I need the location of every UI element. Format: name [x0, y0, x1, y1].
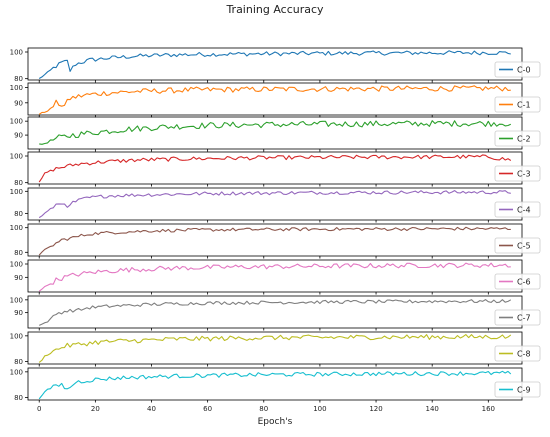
panel-frame	[27, 151, 523, 185]
x-tick-label: 60	[203, 405, 212, 413]
x-tick-label: 140	[425, 405, 438, 413]
y-tick-label: 80	[14, 210, 23, 218]
y-tick-label: 100	[10, 49, 23, 57]
y-tick-label: 100	[10, 296, 23, 304]
y-tick-label: 90	[14, 309, 23, 317]
series-line-c-6	[38, 262, 511, 292]
legend-label: C-3	[517, 170, 531, 179]
series-line-c-5	[38, 226, 511, 256]
y-tick-label: 90	[14, 99, 23, 107]
panel-frame	[27, 331, 523, 365]
y-tick-label: 90	[14, 132, 23, 140]
x-tick-label: 40	[147, 405, 156, 413]
y-tick-label: 80	[14, 179, 23, 187]
y-tick-label: 80	[14, 394, 23, 402]
y-tick-label: 100	[10, 261, 23, 269]
chart-title: Training Accuracy	[225, 3, 324, 16]
legend-box	[494, 345, 541, 362]
y-tick-label: 100	[10, 188, 23, 196]
y-tick-label: 80	[14, 75, 23, 83]
y-tick-label: 80	[14, 249, 23, 257]
legend-box	[494, 309, 541, 326]
panel-frame	[27, 47, 523, 81]
y-tick-label: 100	[10, 118, 23, 126]
x-tick-label: 120	[369, 405, 382, 413]
legend-box	[494, 130, 541, 147]
y-tick-label: 100	[10, 332, 23, 340]
x-tick-label: 100	[313, 405, 326, 413]
panel-c-5: 80 100 C-5	[10, 223, 541, 259]
series-line-c-7	[38, 299, 512, 326]
panel-c-2: 90 100 C-2	[10, 116, 541, 152]
legend-box	[494, 237, 541, 254]
legend-label: C-6	[517, 278, 531, 287]
x-tick-label: 160	[482, 405, 495, 413]
legend-label: C-0	[517, 66, 531, 75]
series-line-c-9	[38, 370, 512, 400]
panel-c-8: 80 100 C-8	[10, 331, 541, 367]
panel-c-4: 80 100 C-4	[10, 187, 541, 223]
panel-frame	[27, 295, 523, 329]
y-tick-label: 100	[10, 153, 23, 161]
y-tick-label: 90	[14, 274, 23, 282]
y-tick-label: 100	[10, 84, 23, 92]
x-axis-label: Epoch's	[258, 417, 293, 427]
legend-box	[494, 201, 541, 218]
legend-box	[494, 96, 541, 113]
series-line-c-2	[39, 120, 512, 145]
panel-frame	[27, 367, 523, 401]
x-tick-label: 0	[37, 405, 41, 413]
x-tick-label: 20	[91, 405, 100, 413]
legend-box	[494, 165, 541, 182]
panel-c-0: 80 100 C-0	[10, 47, 541, 83]
series-line-c-0	[38, 50, 511, 79]
series-line-c-4	[38, 190, 511, 219]
panel-c-6: 90 100 C-6	[10, 259, 541, 295]
legend-label: C-9	[517, 386, 531, 395]
panel-c-3: 80 100 C-3	[10, 151, 541, 187]
series-line-c-1	[38, 85, 511, 115]
panel-c-9: 80 100 C-9	[10, 367, 541, 403]
y-tick-label: 80	[14, 358, 23, 366]
panel-frame	[27, 116, 523, 150]
series-line-c-3	[38, 154, 512, 183]
legend-label: C-7	[517, 314, 531, 323]
legend-box	[494, 381, 541, 398]
legend-label: C-5	[517, 242, 531, 251]
legend-label: C-8	[517, 350, 531, 359]
legend-label: C-2	[517, 135, 531, 144]
panel-c-1: 90 100 C-1	[10, 82, 541, 118]
legend-label: C-4	[517, 206, 531, 215]
y-tick-label: 100	[10, 224, 23, 232]
legend-box	[494, 273, 541, 290]
legend-label: C-1	[517, 101, 531, 110]
x-tick-label: 80	[259, 405, 268, 413]
y-tick-label: 100	[10, 368, 23, 376]
legend-box	[494, 61, 541, 78]
series-line-c-8	[38, 334, 512, 363]
panel-c-7: 90 100 C-7	[10, 295, 541, 331]
